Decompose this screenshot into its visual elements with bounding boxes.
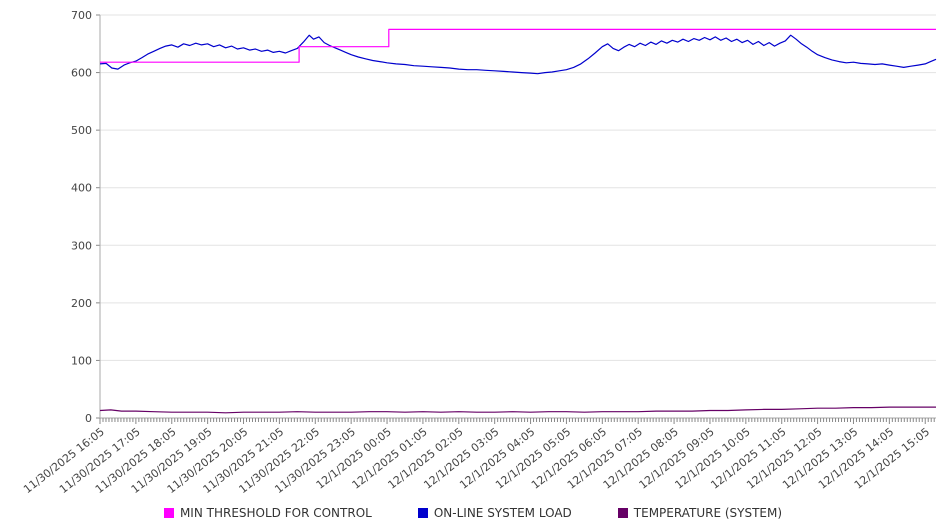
gridlines <box>100 14 936 361</box>
y-axis-label: 700 <box>71 9 92 22</box>
legend-label: TEMPERATURE (SYSTEM) <box>633 506 783 520</box>
legend-item-temperature-system[interactable]: TEMPERATURE (SYSTEM) <box>617 506 783 520</box>
legend-item-min-threshold-for-control[interactable]: MIN THRESHOLD FOR CONTROL <box>163 506 372 520</box>
y-axis-label: 0 <box>85 412 92 425</box>
legend-swatch <box>417 508 428 518</box>
series-line-temperature-system <box>99 406 936 414</box>
y-axis-label: 300 <box>71 239 92 252</box>
chart-legend: MIN THRESHOLD FOR CONTROL ON-LINE SYSTEM … <box>0 506 946 520</box>
y-axis-label: 400 <box>71 182 92 195</box>
y-axis-label: 200 <box>71 297 92 310</box>
y-axis-labels: 0 100 200 300 400 500 600 700 <box>71 9 100 425</box>
chart-svg: 0 100 200 300 400 500 600 700 11/30/2025 16:0511… <box>21 9 937 496</box>
legend-swatch <box>163 508 174 518</box>
y-axis-label: 500 <box>71 124 92 137</box>
legend-swatch <box>617 508 628 518</box>
axes <box>99 15 936 419</box>
series-line-min-threshold-for-control <box>100 28 936 63</box>
legend-item-on-line-system-load[interactable]: ON-LINE SYSTEM LOAD <box>417 506 572 520</box>
series-line-on-line-system-load <box>99 34 937 75</box>
legend-label: MIN THRESHOLD FOR CONTROL <box>179 506 372 520</box>
x-ticks <box>99 418 935 424</box>
legend-label: ON-LINE SYSTEM LOAD <box>433 506 572 520</box>
y-axis-label: 600 <box>71 67 92 80</box>
y-axis-label: 100 <box>71 354 92 367</box>
series-lines <box>99 28 937 414</box>
